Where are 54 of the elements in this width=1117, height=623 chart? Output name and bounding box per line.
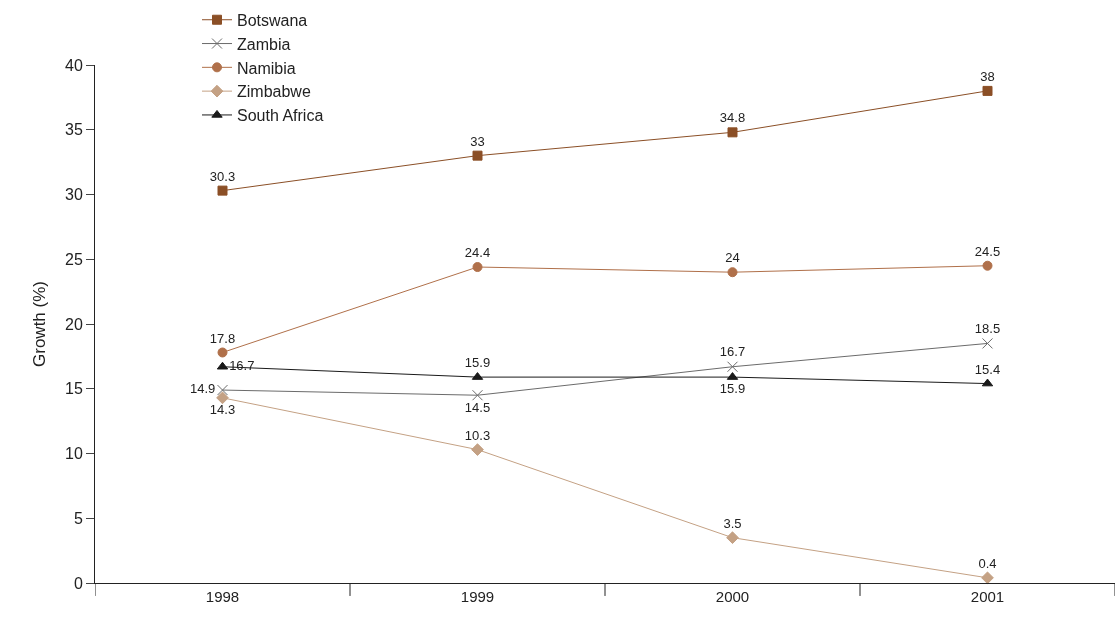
- data-label: 24.5: [974, 243, 1001, 259]
- y-tick-label: 40: [65, 56, 83, 74]
- x-tick-label: 2001: [970, 588, 1005, 605]
- x-tick-label: 2000: [715, 588, 750, 605]
- data-label: 33: [470, 133, 485, 149]
- point: [217, 384, 228, 396]
- legend-label: Zambia: [237, 35, 291, 53]
- y-tick-label: 20: [65, 315, 83, 333]
- point: [982, 337, 993, 349]
- data-label: 18.5: [974, 320, 1001, 336]
- point: [727, 127, 738, 138]
- data-label: 24: [725, 250, 740, 266]
- point: [472, 150, 483, 161]
- data-label: 38: [980, 69, 995, 85]
- data-label: 15.9: [464, 355, 491, 371]
- data-label: 30.3: [209, 168, 236, 184]
- data-label: 17.8: [209, 330, 236, 346]
- point: [727, 361, 738, 373]
- data-label: 0.4: [978, 555, 997, 571]
- data-label: 14.5: [464, 400, 491, 416]
- point: [217, 185, 228, 196]
- y-axis-title: Growth (%): [29, 281, 49, 367]
- legend-label: South Africa: [237, 107, 324, 125]
- point: [726, 531, 739, 545]
- point: [471, 443, 484, 456]
- data-label: 24.4: [464, 245, 491, 261]
- data-label: 10.3: [464, 427, 491, 443]
- point: [217, 347, 228, 358]
- point: [472, 262, 483, 273]
- point: [982, 260, 993, 271]
- y-tick-label: 5: [73, 509, 83, 527]
- y-tick-label: 25: [65, 250, 83, 268]
- point: [981, 571, 994, 585]
- x-tick-label: 1999: [460, 588, 495, 605]
- legend-label: Namibia: [237, 59, 296, 77]
- data-label: 3.5: [723, 515, 742, 531]
- point: [472, 389, 483, 401]
- point: [727, 267, 738, 278]
- y-tick-label: 15: [65, 380, 83, 398]
- y-tick-label: 30: [65, 186, 83, 204]
- x-tick-label: 1998: [205, 588, 240, 605]
- legend-label: Botswana: [237, 11, 308, 29]
- y-tick-label: 35: [65, 121, 83, 139]
- legend-label: Zimbabwe: [237, 83, 311, 101]
- data-label: 14.9: [189, 381, 216, 397]
- data-label: 16.7: [719, 344, 746, 360]
- point: [216, 391, 229, 405]
- y-tick-label: 10: [65, 445, 83, 463]
- y-tick-label: 0: [73, 574, 83, 592]
- data-label: 15.9: [719, 381, 746, 397]
- data-label: 14.3: [209, 402, 236, 418]
- point: [982, 85, 993, 96]
- data-label: 15.4: [974, 361, 1001, 377]
- data-label: 34.8: [719, 110, 746, 126]
